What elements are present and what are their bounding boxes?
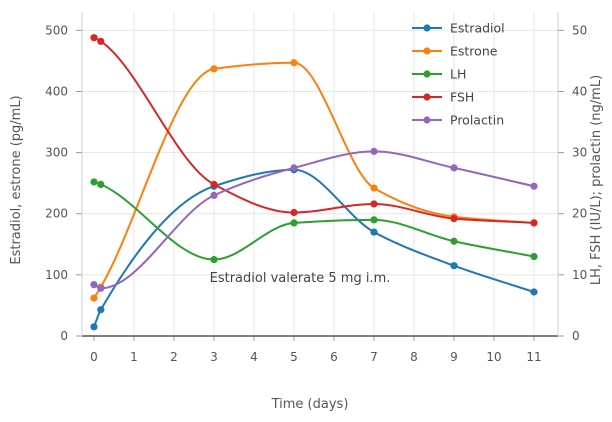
legend: Estradiol Estrone LH FSH Prolactin (412, 21, 505, 128)
x-tick-label: 11 (526, 350, 541, 364)
series-line-lh (93, 181, 535, 261)
x-tick-label: 5 (290, 350, 298, 364)
data-point-prolactin (210, 191, 218, 199)
y-axis-right-title: LH, FSH (IU/L); prolactin (ng/mL) (589, 75, 604, 285)
y-right-tick-label: 0 (572, 329, 580, 343)
data-point-lh (370, 216, 378, 224)
x-tick-label: 2 (170, 350, 178, 364)
data-point-lh (450, 237, 458, 245)
data-point-estradiol (370, 228, 378, 236)
x-tick-label: 6 (330, 350, 338, 364)
data-point-fsh (90, 34, 98, 42)
y-left-tick-label: 300 (45, 146, 68, 160)
x-tick-label: 8 (410, 350, 418, 364)
data-point-estradiol (530, 288, 538, 296)
series-line-estradiol (93, 168, 535, 328)
data-point-estrone (90, 294, 98, 302)
data-point-fsh (370, 200, 378, 208)
x-tick-label: 9 (450, 350, 458, 364)
data-point-estrone (370, 184, 378, 192)
y-right-tick-label: 30 (572, 146, 587, 160)
legend-item-lh: LH (412, 67, 466, 82)
data-point-fsh (290, 208, 298, 217)
legend-label: Estrone (450, 44, 498, 59)
legend-marker (423, 47, 431, 55)
y-right-tick-label: 40 (572, 84, 587, 98)
y-right-tick-label: 20 (572, 207, 587, 221)
x-tick-label: 7 (370, 350, 378, 364)
x-tick-label: 1 (130, 350, 138, 364)
data-point-estrone (290, 59, 298, 67)
data-point-estradiol (90, 323, 98, 331)
legend-label: LH (450, 67, 466, 82)
legend-marker (423, 116, 431, 124)
y-right-tick-label: 10 (572, 268, 587, 282)
x-tick-label: 3 (210, 350, 218, 364)
series-lines (90, 34, 538, 331)
dose-annotation: Estradiol valerate 5 mg i.m. (210, 271, 391, 286)
data-point-lh (90, 178, 98, 186)
legend-label: Estradiol (450, 21, 505, 36)
series-lh (90, 178, 538, 264)
y-left-tick-label: 100 (45, 268, 68, 282)
data-point-estradiol (450, 262, 458, 270)
y-left-tick-label: 400 (45, 84, 68, 98)
data-point-estrone (210, 65, 218, 73)
series-fsh (90, 34, 538, 227)
legend-marker (423, 70, 431, 78)
data-point-fsh (210, 180, 218, 188)
y-axis-left-title: Estradiol, estrone (pg/mL) (9, 95, 24, 264)
data-point-prolactin (290, 164, 298, 172)
legend-label: FSH (450, 90, 474, 105)
legend-item-estradiol: Estradiol (412, 21, 505, 36)
y-right-tick-label: 50 (572, 23, 587, 37)
legend-item-prolactin: Prolactin (412, 113, 504, 128)
series-prolactin (90, 147, 538, 292)
data-point-lh (210, 255, 218, 264)
data-point-prolactin (530, 182, 538, 190)
data-point-prolactin (370, 147, 378, 155)
x-axis-title: Time (days) (271, 397, 349, 412)
legend-marker (423, 24, 431, 32)
legend-item-estrone: Estrone (412, 44, 498, 59)
data-point-estradiol (97, 306, 105, 314)
data-point-prolactin (97, 284, 105, 292)
legend-item-fsh: FSH (412, 90, 474, 105)
y-left-tick-label: 500 (45, 23, 68, 37)
data-point-lh (290, 219, 298, 227)
data-point-fsh (450, 215, 458, 223)
data-point-prolactin (450, 164, 458, 172)
data-point-lh (530, 252, 538, 261)
legend-label: Prolactin (450, 113, 504, 128)
data-point-fsh (530, 219, 538, 227)
legend-marker (423, 93, 431, 101)
axes: 0 100 200 300 400 500 0 1 2 3 4 5 6 7 8 9 10 11 0 10 20 30 40 5… (45, 12, 587, 364)
data-point-lh (97, 180, 105, 188)
series-line-fsh (93, 36, 535, 224)
y-left-tick-label: 0 (60, 329, 68, 343)
data-point-fsh (97, 37, 105, 45)
x-tick-label: 0 (90, 350, 98, 364)
x-tick-label: 10 (486, 350, 501, 364)
x-tick-label: 4 (250, 350, 258, 364)
y-left-tick-label: 200 (45, 207, 68, 221)
data-point-prolactin (90, 281, 98, 289)
grid-lines (82, 12, 558, 336)
